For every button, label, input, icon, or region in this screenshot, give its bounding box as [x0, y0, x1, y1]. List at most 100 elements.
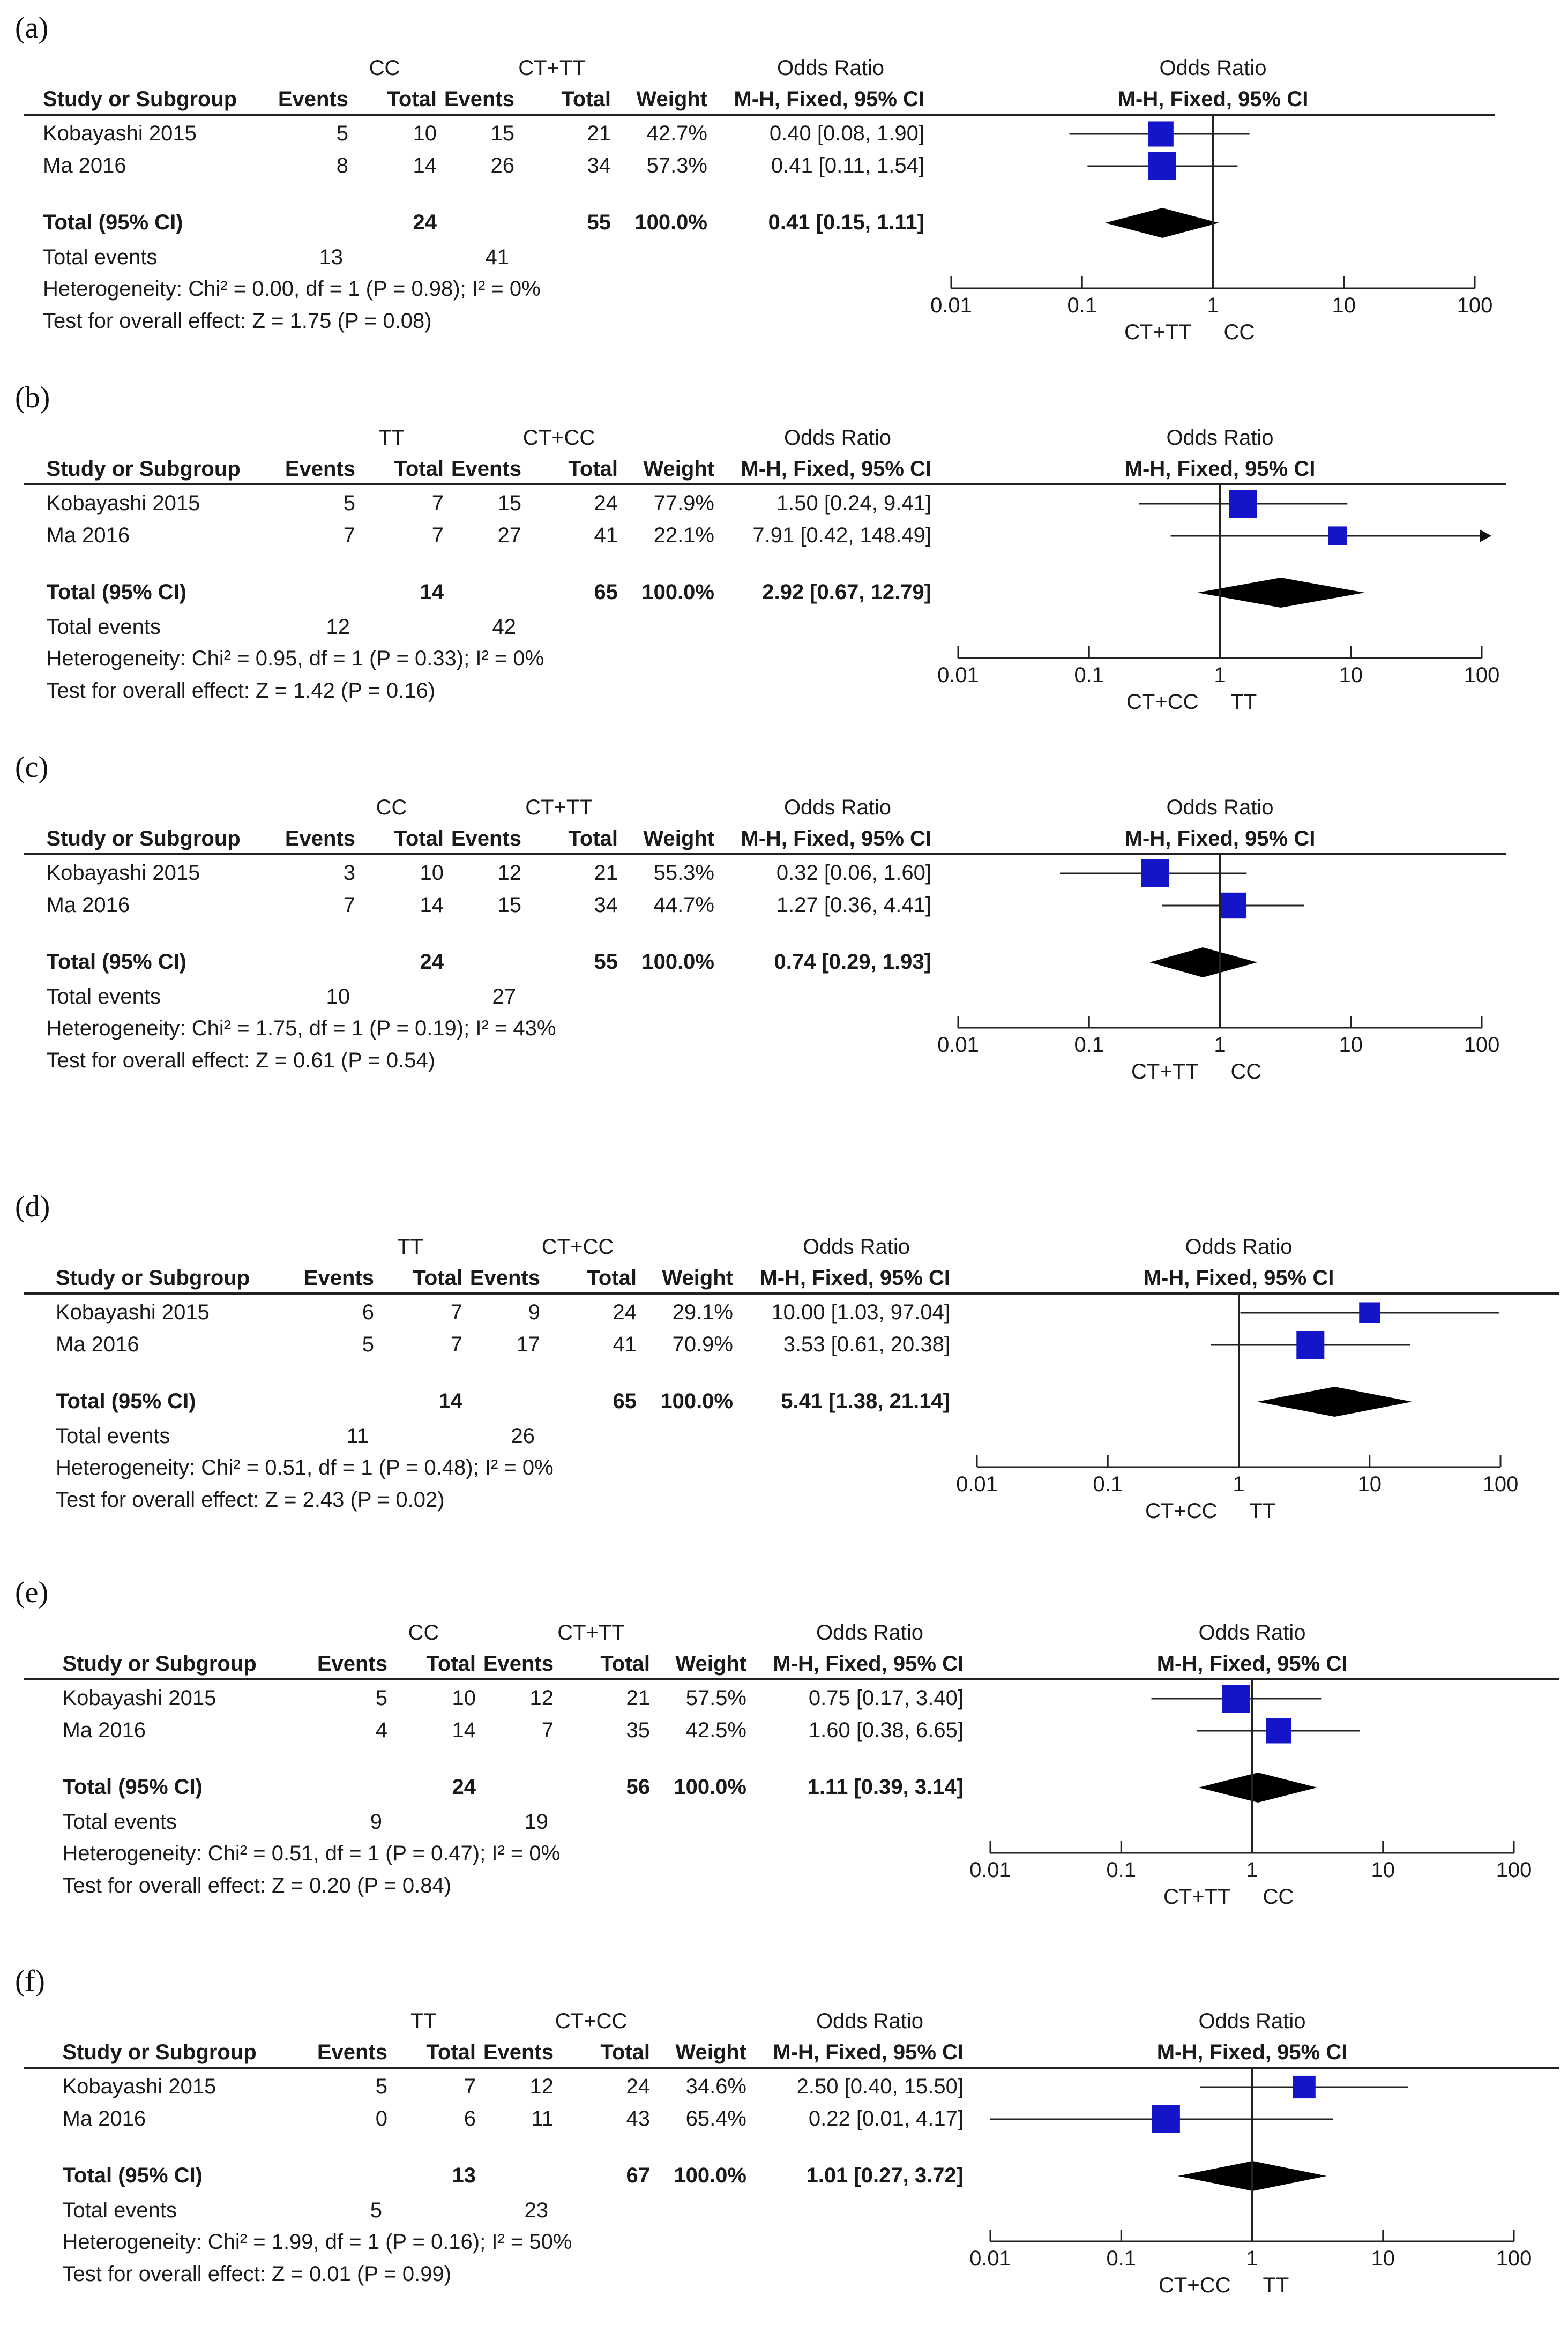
total-weight: 100.0% [674, 1775, 746, 1799]
study-weight: 22.1% [654, 524, 714, 547]
axis-tick-label: 1 [1207, 294, 1219, 317]
total-events1: 13 [319, 245, 344, 269]
study-events1: 8 [337, 154, 348, 177]
total-n1: 24 [413, 211, 437, 234]
total2-col-header: Total [568, 827, 618, 850]
or-method-left: M-H, Fixed, 95% CI [773, 2040, 964, 2064]
group1-header: TT [410, 2009, 437, 2033]
favours-left: CT+CC [1145, 1499, 1217, 1523]
total-weight: 100.0% [634, 211, 707, 234]
axis-tick-label: 100 [1464, 1033, 1500, 1057]
study-events2: 7 [542, 1718, 554, 1742]
study-events1: 7 [344, 893, 355, 917]
overall-effect-text: Test for overall effect: Z = 2.43 (P = 0… [56, 1488, 445, 1512]
total2-col-header: Total [568, 457, 618, 481]
study-events2: 15 [498, 491, 522, 515]
total-n2: 65 [594, 580, 618, 604]
or-title-right: Odds Ratio [1198, 1621, 1305, 1644]
study-col-header: Study or Subgroup [56, 1266, 250, 1290]
weight-col-header: Weight [643, 827, 714, 850]
or-title-right: Odds Ratio [1198, 2009, 1305, 2033]
axis-tick-label: 10 [1371, 2247, 1395, 2270]
or-title-right: Odds Ratio [1166, 796, 1273, 819]
favours-left: CT+CC [1126, 690, 1198, 714]
or-title-left: Odds Ratio [816, 2009, 923, 2033]
total-events2: 42 [492, 615, 517, 639]
study-point [1229, 490, 1257, 518]
favours-left: CT+TT [1124, 320, 1192, 344]
events1-col-header: Events [285, 827, 355, 850]
axis-tick-label: 1 [1214, 663, 1226, 687]
study-ci: 1.50 [0.24, 9.41] [776, 491, 931, 515]
group1-header: TT [378, 426, 405, 450]
study-events2: 11 [531, 2107, 554, 2130]
study-total2: 24 [613, 1300, 637, 1324]
study-ci: 0.75 [0.17, 3.40] [809, 1686, 964, 1710]
study-events1: 5 [376, 2075, 387, 2098]
study-name: Kobayashi 2015 [63, 2075, 216, 2098]
favours-right: CC [1224, 320, 1255, 344]
events2-col-header: Events [483, 2040, 554, 2064]
total-ci: 0.74 [0.29, 1.93] [774, 950, 931, 974]
group2-header: CT+CC [542, 1235, 614, 1259]
panel-label: (c) [15, 751, 48, 784]
panel-label: (f) [15, 1964, 45, 1998]
events1-col-header: Events [317, 1652, 387, 1676]
events1-col-header: Events [317, 2040, 387, 2064]
axis-tick-label: 0.1 [1093, 1472, 1123, 1496]
study-col-header: Study or Subgroup [63, 1652, 257, 1676]
study-events2: 26 [491, 154, 515, 177]
total-weight: 100.0% [674, 2164, 746, 2187]
study-total2: 24 [594, 491, 618, 515]
ci-arrow [1480, 529, 1491, 542]
total-n2: 56 [626, 1775, 651, 1799]
study-total1: 10 [413, 122, 437, 145]
weight-col-header: Weight [675, 2040, 746, 2064]
weight-col-header: Weight [636, 87, 707, 111]
or-method-right: M-H, Fixed, 95% CI [1125, 827, 1316, 850]
study-events1: 7 [344, 524, 355, 547]
study-point [1148, 152, 1176, 180]
study-ci: 0.41 [0.11, 1.54] [771, 154, 924, 177]
group2-header: CT+CC [523, 426, 595, 450]
axis-tick-label: 100 [1496, 1858, 1532, 1882]
study-weight: 29.1% [673, 1300, 733, 1324]
study-total1: 7 [432, 524, 444, 547]
study-ci: 1.60 [0.38, 6.65] [809, 1718, 964, 1742]
study-events1: 4 [376, 1718, 387, 1742]
study-col-header: Study or Subgroup [47, 457, 241, 481]
study-events1: 6 [362, 1300, 374, 1324]
study-name: Kobayashi 2015 [47, 491, 200, 515]
pooled-diamond [1198, 1773, 1317, 1803]
study-total2: 21 [594, 861, 618, 885]
total2-col-header: Total [600, 2040, 650, 2064]
events2-col-header: Events [483, 1652, 554, 1676]
total-label: Total (95% CI) [63, 2164, 203, 2187]
heterogeneity-text: Heterogeneity: Chi² = 0.95, df = 1 (P = … [47, 647, 544, 670]
total-label: Total (95% CI) [47, 580, 187, 604]
or-title-right: Odds Ratio [1166, 426, 1273, 450]
total-n2: 65 [613, 1389, 637, 1413]
total1-col-header: Total [426, 1652, 476, 1676]
axis-tick-label: 0.1 [1074, 1033, 1104, 1057]
pooled-diamond [1105, 208, 1219, 238]
study-events2: 15 [498, 893, 522, 917]
or-method-right: M-H, Fixed, 95% CI [1125, 457, 1316, 481]
study-weight: 55.3% [654, 861, 714, 885]
axis-tick-label: 100 [1496, 2247, 1532, 2270]
study-events1: 0 [376, 2107, 387, 2130]
total-label: Total (95% CI) [56, 1389, 196, 1413]
or-method-left: M-H, Fixed, 95% CI [759, 1266, 950, 1290]
study-col-header: Study or Subgroup [63, 2040, 257, 2064]
favours-right: TT [1250, 1499, 1276, 1523]
study-col-header: Study or Subgroup [47, 827, 241, 850]
total-n1: 24 [452, 1775, 476, 1799]
study-events1: 5 [337, 122, 348, 145]
study-total1: 10 [452, 1686, 476, 1710]
study-name: Ma 2016 [47, 893, 130, 917]
study-total2: 34 [587, 154, 611, 177]
weight-col-header: Weight [643, 457, 714, 481]
study-total1: 14 [452, 1718, 476, 1742]
study-events2: 12 [498, 861, 522, 885]
